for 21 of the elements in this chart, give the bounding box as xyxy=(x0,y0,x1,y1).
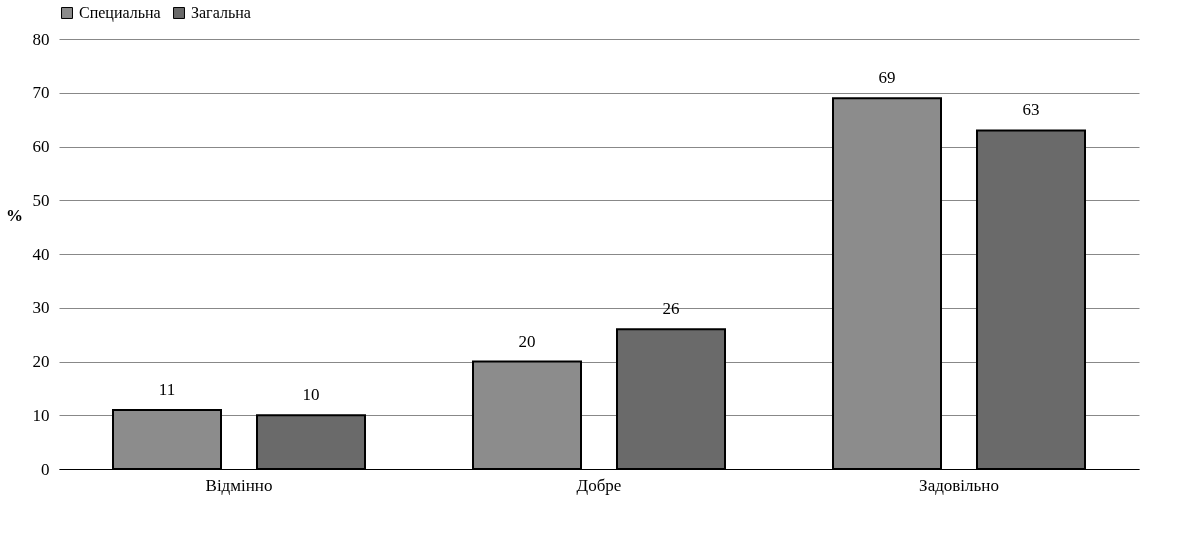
y-tick-label: 40 xyxy=(32,244,50,264)
data-label: 63 xyxy=(1022,100,1040,120)
y-tick-label: 80 xyxy=(32,29,50,49)
x-tick-label: Задовільно xyxy=(919,475,999,495)
data-label: 11 xyxy=(158,379,176,399)
y-tick-label: 20 xyxy=(32,352,50,371)
y-tick-label: 0 xyxy=(41,459,50,479)
x-tick-label: Добре xyxy=(576,475,622,495)
legend-label: Загальна xyxy=(191,4,251,21)
y-tick-label: 10 xyxy=(32,405,50,425)
y-tick-label: 60 xyxy=(32,137,50,156)
y-tick-label: 30 xyxy=(32,298,50,318)
data-label: 69 xyxy=(878,68,896,88)
y-axis-title: % xyxy=(6,205,23,225)
legend-label: Специальна xyxy=(79,4,161,22)
x-tick-label: Відмінно xyxy=(205,475,273,495)
data-label: 20 xyxy=(518,331,536,351)
data-label: 26 xyxy=(662,299,680,319)
y-tick-label: 50 xyxy=(32,190,50,210)
data-label: 10 xyxy=(302,385,320,405)
y-tick-label: 70 xyxy=(32,83,50,103)
